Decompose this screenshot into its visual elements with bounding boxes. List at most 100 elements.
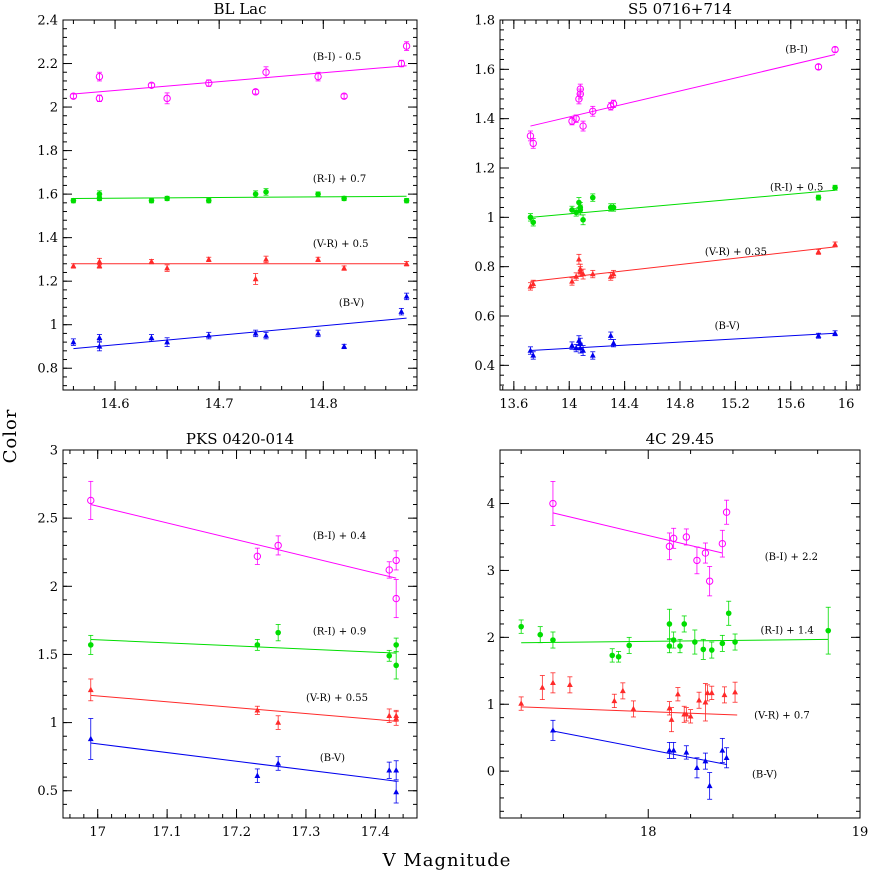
data-point (518, 700, 525, 706)
data-point (576, 256, 582, 262)
series-label: (R-I) + 0.5 (770, 183, 823, 194)
panel-2: PKS 0420-014 17 17.1 17.2 17.3 17.4 0.5 1 1.5 2 2.… (37, 430, 418, 840)
data-point (393, 767, 400, 773)
fit-line (73, 65, 407, 95)
figure-x-axis-label: V Magnitude (382, 850, 512, 871)
data-point (732, 639, 738, 645)
series-v-r: (V-R) + 0.55 (87, 678, 400, 730)
y-tick-label: 1.4 (37, 231, 58, 246)
data-point (610, 270, 617, 277)
data-point (341, 264, 348, 271)
data-point (392, 556, 400, 565)
data-point (831, 45, 839, 54)
data-point (550, 637, 556, 643)
series-b-v: (B-V) (550, 719, 777, 800)
data-point (569, 207, 575, 213)
data-point (580, 217, 586, 223)
data-point (576, 90, 585, 98)
data-point (393, 712, 400, 718)
data-point (677, 643, 683, 649)
data-point (275, 719, 282, 725)
series-label: (B-I) + 0.4 (313, 531, 366, 542)
data-point (566, 681, 573, 688)
x-tick-label: 17 (89, 825, 106, 840)
data-point (580, 270, 586, 277)
series-label: (V-R) + 0.7 (754, 711, 810, 722)
x-tick-label: 14.7 (205, 397, 234, 412)
x-tick-label: 18 (640, 825, 657, 840)
data-point (718, 539, 727, 548)
data-point (205, 79, 213, 87)
data-point (577, 268, 584, 274)
data-point (693, 556, 701, 565)
data-point (708, 647, 715, 653)
series-label: (V-R) + 0.5 (313, 239, 369, 250)
data-point (527, 214, 534, 221)
series-label: (R-I) + 1.4 (760, 626, 813, 637)
data-point (666, 747, 673, 753)
series-b-i: (B-I) + 0.4 (87, 480, 400, 619)
data-point (722, 508, 731, 516)
data-point (832, 184, 838, 191)
data-point (577, 207, 584, 213)
data-point (609, 652, 616, 659)
data-point (702, 699, 709, 705)
data-point (96, 343, 103, 349)
data-point (725, 610, 732, 617)
x-tick-label: 14.6 (101, 397, 130, 412)
data-point (666, 621, 673, 627)
data-point (205, 197, 212, 204)
data-point (386, 653, 393, 659)
data-point (683, 711, 690, 717)
y-tick-label: 3 (50, 444, 58, 459)
data-point (398, 308, 405, 314)
data-point (665, 542, 674, 551)
y-tick-label: 1.5 (37, 648, 58, 663)
data-point (252, 330, 259, 336)
data-point (683, 749, 690, 755)
y-tick-label: 0.8 (37, 362, 58, 377)
fit-line (530, 54, 836, 127)
series-label: (B-I) (785, 45, 808, 56)
series-label: (V-R) + 0.35 (705, 247, 767, 258)
y-tick-label: 3 (487, 564, 495, 579)
x-tick-label: 14.8 (309, 397, 338, 412)
data-point (550, 679, 556, 686)
y-tick-label: 1.4 (474, 112, 495, 127)
panel-1: S5 0716+714 13.6 14 14.4 14.8 15.2 15.6 16 0.4 0.… (474, 0, 861, 412)
data-point (682, 533, 691, 541)
figure-y-axis-label: Color (0, 409, 21, 464)
y-tick-label: 2 (50, 580, 58, 595)
panel-title: 4C 29.45 (646, 430, 715, 448)
y-tick-label: 1.8 (37, 144, 58, 159)
data-point (701, 549, 710, 557)
data-point (164, 338, 171, 345)
data-point (403, 197, 410, 204)
y-tick-label: 1.6 (474, 63, 495, 78)
series-b-i: (B-I) + 2.2 (549, 481, 818, 597)
y-tick-label: 1 (487, 211, 495, 226)
y-tick-label: 0.5 (37, 784, 58, 799)
data-point (263, 332, 269, 338)
data-point (386, 712, 393, 718)
data-point (569, 342, 575, 348)
data-point (674, 691, 681, 697)
data-point (254, 642, 261, 648)
data-point (262, 68, 270, 76)
data-point (95, 94, 104, 103)
data-point (275, 629, 281, 636)
panel-title: PKS 0420-014 (186, 430, 294, 448)
data-point (529, 139, 537, 148)
data-point (589, 107, 597, 115)
x-tick-label: 17.1 (153, 825, 182, 840)
data-point (530, 219, 537, 226)
data-point (87, 496, 95, 505)
data-point (630, 705, 637, 712)
data-point (96, 195, 103, 202)
series-b-v: (B-V) (70, 292, 410, 352)
x-tick-label: 17.3 (291, 825, 320, 840)
data-point (609, 100, 618, 108)
x-tick-label: 13.6 (499, 397, 528, 412)
data-point (610, 204, 617, 211)
data-point (530, 280, 537, 287)
